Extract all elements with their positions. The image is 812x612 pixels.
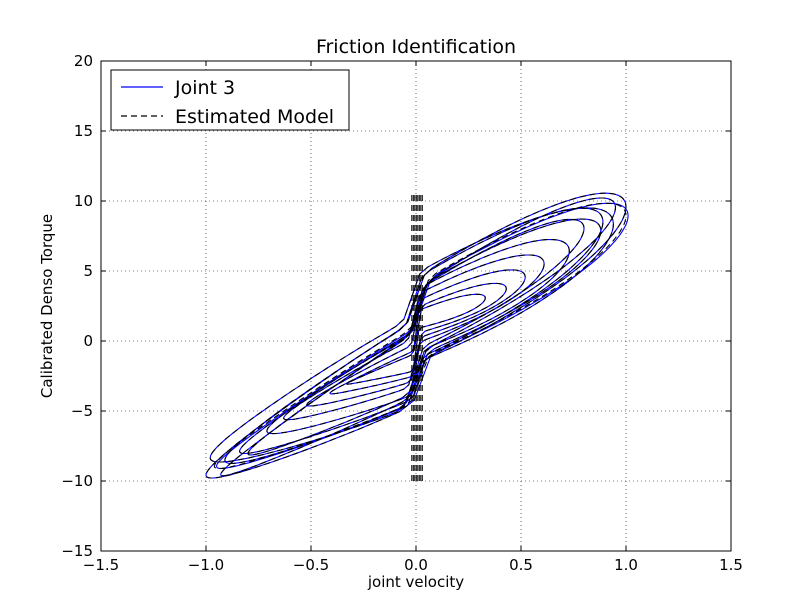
y-tick-label: 0 — [83, 332, 93, 350]
model-loop — [329, 282, 507, 395]
y-tick-label: 15 — [74, 122, 93, 140]
legend-label: Estimated Model — [175, 106, 334, 128]
y-tick-label: −5 — [71, 402, 93, 420]
model-loop — [220, 197, 617, 477]
x-tick-label: −1.0 — [188, 556, 224, 574]
model-loop — [224, 207, 604, 464]
x-tick-label: 0.5 — [509, 556, 533, 574]
model-loop — [345, 293, 486, 385]
y-tick-label: 5 — [83, 262, 93, 280]
x-tick-label: 1.0 — [614, 556, 638, 574]
x-tick-label: 0.0 — [404, 556, 428, 574]
joint-loop — [239, 218, 602, 455]
model-loop — [266, 238, 570, 435]
legend-box — [110, 69, 350, 131]
chart-title: Friction Identification — [316, 36, 516, 58]
y-axis-label: Calibrated Denso Torque — [38, 214, 56, 398]
x-axis-label: joint velocity — [367, 573, 464, 591]
model-loop — [213, 202, 627, 470]
series-1 — [205, 192, 627, 481]
legend: Joint 3 Estimated Model — [110, 69, 350, 131]
ticks: −1.5 −1.0 −0.5 0.0 0.5 1.0 1.5 −15 −10 −5 0 5 10 15 20 — [61, 52, 743, 574]
y-tick-label: 10 — [74, 192, 93, 210]
y-tick-label: −10 — [61, 472, 93, 490]
y-tick-label: −15 — [61, 542, 93, 560]
x-tick-label: −1.5 — [83, 556, 119, 574]
y-tick-label: 20 — [74, 52, 93, 70]
x-tick-label: 1.5 — [719, 556, 743, 574]
series-layer — [205, 192, 629, 481]
legend-label: Joint 3 — [174, 77, 235, 99]
x-tick-label: −0.5 — [293, 556, 329, 574]
